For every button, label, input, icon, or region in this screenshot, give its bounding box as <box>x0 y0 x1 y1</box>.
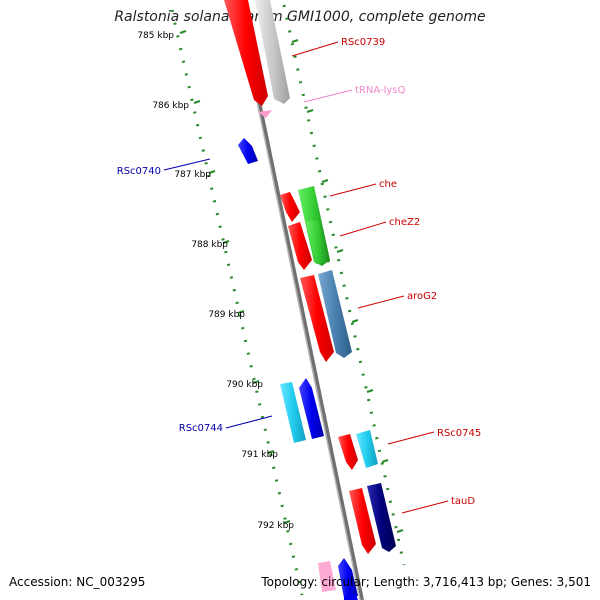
tick-mark <box>366 389 374 393</box>
tick-labels: 785 kbp 786 kbp 787 kbp 788 kbp 789 kbp … <box>137 31 294 531</box>
leader-rsc0745 <box>387 431 435 445</box>
leader-che <box>329 183 377 197</box>
tick-mark <box>291 39 299 43</box>
label-leaders <box>163 41 449 514</box>
gene-bottom-blue-2[interactable] <box>344 594 358 600</box>
leader-trna-lysQ <box>303 89 353 103</box>
gene-che-2[interactable] <box>288 222 312 270</box>
gene-rsc0745[interactable] <box>338 434 358 470</box>
leader-rsc0740 <box>163 158 211 171</box>
gene-arog2[interactable] <box>318 270 352 358</box>
tick-mark <box>193 100 201 104</box>
leader-taud <box>401 500 449 514</box>
tick-mark <box>283 520 291 524</box>
gene-taud[interactable] <box>367 483 396 552</box>
gene-features <box>224 0 396 600</box>
map-title: Ralstonia solanacearum GMI1000, complete… <box>114 9 486 25</box>
gene-che[interactable] <box>280 192 300 222</box>
gene-labels: RSc0739 tRNA-lysQ RSc0740 che cheZ2 aroG… <box>117 37 482 507</box>
label-rsc0739[interactable]: RSc0739 <box>341 37 385 48</box>
leader-rsc0744 <box>225 415 273 429</box>
tick-mark <box>321 179 329 183</box>
label-che[interactable]: che <box>379 179 397 190</box>
scale-ticks <box>179 30 404 533</box>
label-taud[interactable]: tauD <box>451 496 475 507</box>
label-rsc0740[interactable]: RSc0740 <box>117 166 161 177</box>
label-rsc0744[interactable]: RSc0744 <box>179 423 223 434</box>
gene-rsc0744[interactable] <box>280 382 306 443</box>
label-trna-lysQ[interactable]: tRNA-lysQ <box>355 85 405 96</box>
label-chez2[interactable]: cheZ2 <box>389 217 420 228</box>
tick-label: 786 kbp <box>152 101 189 111</box>
tick-mark <box>351 319 359 323</box>
leader-arog2 <box>357 295 405 309</box>
tick-mark <box>222 240 230 244</box>
tick-mark <box>306 109 314 113</box>
tick-label: 788 kbp <box>191 240 228 250</box>
label-rsc0745[interactable]: RSc0745 <box>437 428 481 439</box>
tick-mark <box>336 249 344 253</box>
gene-red-arog[interactable] <box>300 275 334 362</box>
leader-rsc0739 <box>291 41 339 57</box>
tick-mark <box>237 310 245 314</box>
tick-label: 789 kbp <box>208 310 245 320</box>
inner-track-dots <box>170 9 304 596</box>
accession-text: Accession: NC_003295 <box>9 575 146 589</box>
tick-label: 791 kbp <box>241 450 278 460</box>
gene-rsc0740[interactable] <box>238 138 258 164</box>
gene-trna-lysQ[interactable] <box>255 0 290 104</box>
tick-label: 785 kbp <box>137 31 174 41</box>
tick-label: 787 kbp <box>174 170 211 180</box>
tick-mark <box>381 459 389 463</box>
tick-mark <box>252 380 260 384</box>
tick-mark <box>208 170 216 174</box>
gene-bottom-pink[interactable] <box>318 561 336 592</box>
outer-track-dots <box>282 4 406 566</box>
topology-text: Topology: circular; Length: 3,716,413 bp… <box>261 575 591 589</box>
gene-chez2-part <box>306 220 330 264</box>
gene-rsc0744-blue[interactable] <box>299 378 324 439</box>
leader-chez2 <box>339 221 387 237</box>
tick-mark <box>396 529 404 533</box>
label-arog2[interactable]: aroG2 <box>407 291 437 302</box>
gene-taud-red[interactable] <box>349 488 376 554</box>
gene-rsc0739[interactable] <box>224 0 268 106</box>
tick-mark <box>267 450 275 454</box>
tick-label: 792 kbp <box>257 521 294 531</box>
trna-lysQ-marker <box>258 110 272 118</box>
tick-label: 790 kbp <box>226 380 263 390</box>
gene-rsc0745-cyan[interactable] <box>356 430 378 468</box>
gene-bottom-blue[interactable] <box>338 558 358 598</box>
tick-mark <box>179 30 187 34</box>
